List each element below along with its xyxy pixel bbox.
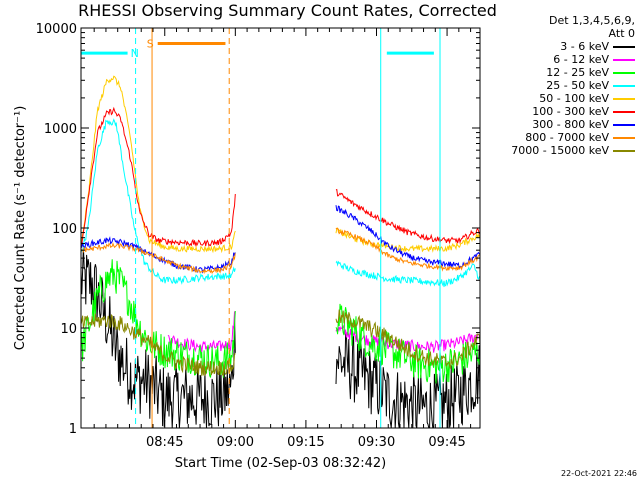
- series-line-8-seg-0: [81, 313, 236, 377]
- x-tick-label: 09:00: [217, 435, 254, 450]
- legend-swatch: [613, 110, 635, 113]
- series-line-7-seg-1: [335, 227, 480, 272]
- legend-item-label: 25 - 50 keV: [546, 79, 609, 92]
- legend-item: 100 - 300 keV: [483, 105, 635, 118]
- legend-swatch: [613, 97, 635, 100]
- series-line-0-seg-0: [81, 246, 236, 428]
- legend-item-label: 50 - 100 keV: [539, 92, 609, 105]
- y-tick-label: 1000: [44, 122, 77, 137]
- annotation-label-0: N: [131, 47, 139, 60]
- legend-swatch: [613, 149, 635, 152]
- legend-item: 6 - 12 keV: [483, 53, 635, 66]
- legend-item: 25 - 50 keV: [483, 79, 635, 92]
- legend: Det 1,3,4,5,6,9, Att 0 3 - 6 keV 6 - 12 k…: [483, 14, 635, 157]
- legend-swatch: [613, 123, 635, 126]
- legend-header-line-2: Att 0: [608, 27, 635, 40]
- series-line-7-seg-0: [81, 242, 236, 275]
- legend-rows: 3 - 6 keV 6 - 12 keV 12 - 25 keV 25 - 50 ke…: [483, 40, 635, 157]
- annotation-label-1: S: [147, 37, 154, 50]
- series-line-3-seg-0: [81, 118, 236, 285]
- series-line-0-seg-1: [335, 332, 480, 428]
- legend-swatch: [613, 71, 635, 74]
- y-tick-label: 10000: [36, 22, 77, 37]
- series-line-3-seg-1: [335, 260, 480, 288]
- x-tick-label: 09:30: [358, 435, 395, 450]
- series-line-6-seg-1: [335, 205, 480, 270]
- legend-swatch: [613, 84, 635, 87]
- x-tick-label: 09:15: [287, 435, 324, 450]
- series-line-8-seg-1: [335, 309, 480, 369]
- legend-item: 12 - 25 keV: [483, 66, 635, 79]
- legend-item-label: 7000 - 15000 keV: [511, 144, 609, 157]
- legend-item-label: 3 - 6 keV: [560, 40, 609, 53]
- series-line-5-seg-1: [335, 188, 480, 245]
- legend-swatch: [613, 58, 635, 61]
- legend-header-line-1: Det 1,3,4,5,6,9,: [548, 14, 635, 27]
- legend-item-label: 300 - 800 keV: [532, 118, 609, 131]
- legend-item-label: 100 - 300 keV: [532, 105, 609, 118]
- legend-item: 800 - 7000 keV: [483, 131, 635, 144]
- x-tick-label: 08:45: [146, 435, 183, 450]
- series-line-4-seg-0: [81, 75, 236, 254]
- legend-item-label: 6 - 12 keV: [553, 53, 609, 66]
- legend-swatch: [613, 45, 635, 48]
- legend-item-label: 800 - 7000 keV: [525, 131, 609, 144]
- legend-item: 300 - 800 keV: [483, 118, 635, 131]
- legend-item: 3 - 6 keV: [483, 40, 635, 53]
- chart-title: RHESSI Observing Summary Count Rates, Co…: [78, 1, 497, 20]
- legend-item-label: 12 - 25 keV: [546, 66, 609, 79]
- y-axis-label: Corrected Count Rate (s⁻¹ detector⁻¹): [13, 106, 28, 351]
- legend-item: 50 - 100 keV: [483, 92, 635, 105]
- series-line-5-seg-0: [81, 106, 236, 249]
- legend-item: 7000 - 15000 keV: [483, 144, 635, 157]
- series-line-2-seg-0: [81, 259, 236, 378]
- legend-swatch: [613, 136, 635, 139]
- y-tick-label: 1: [69, 422, 77, 437]
- x-axis-label: Start Time (02-Sep-03 08:32:42): [175, 456, 386, 471]
- y-tick-label: 10: [60, 322, 77, 337]
- footer-timestamp: 22-Oct-2021 22:46: [561, 469, 637, 478]
- y-tick-label: 100: [52, 222, 77, 237]
- x-tick-label: 09:45: [428, 435, 465, 450]
